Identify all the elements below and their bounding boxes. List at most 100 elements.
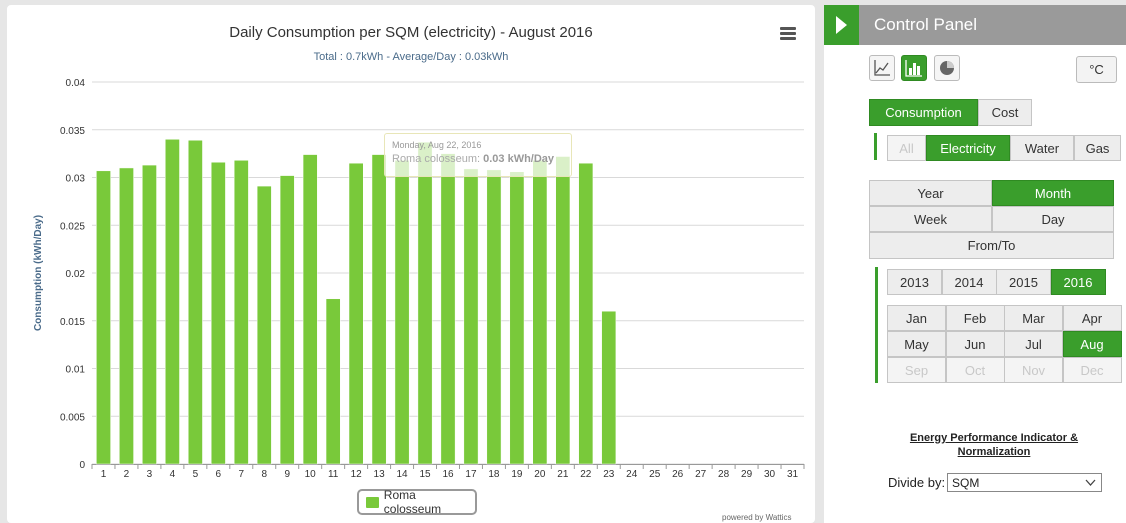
y-tick-label: 0 bbox=[79, 460, 85, 471]
play-arrow-icon bbox=[836, 16, 847, 34]
period-day-button[interactable]: Day bbox=[992, 206, 1114, 232]
bar-day-15[interactable] bbox=[417, 141, 433, 465]
bar-day-4[interactable] bbox=[165, 139, 180, 465]
x-tick-label: 7 bbox=[239, 469, 245, 480]
tab-cost[interactable]: Cost bbox=[978, 99, 1032, 126]
y-tick-label: 0.005 bbox=[60, 412, 85, 423]
year-2016-button[interactable]: 2016 bbox=[1050, 269, 1106, 295]
year-2015-button[interactable]: 2015 bbox=[996, 269, 1051, 295]
temperature-unit-button[interactable]: °C bbox=[1076, 56, 1117, 83]
x-tick-label: 24 bbox=[626, 469, 638, 480]
month-mar-button[interactable]: Mar bbox=[1004, 305, 1063, 331]
bar-day-12[interactable] bbox=[348, 162, 364, 465]
year-2013-button[interactable]: 2013 bbox=[887, 269, 942, 295]
chart-tooltip: Monday, Aug 22, 2016 Roma colosseum: 0.0… bbox=[384, 133, 572, 177]
tab-consumption[interactable]: Consumption bbox=[869, 99, 978, 126]
bar-day-1[interactable] bbox=[96, 170, 111, 465]
x-tick-label: 10 bbox=[305, 469, 317, 480]
powered-by-credit: powered by Wattics bbox=[722, 513, 792, 522]
y-tick-label: 0.01 bbox=[66, 365, 86, 376]
epi-normalization-link[interactable]: Energy Performance Indicator & Normaliza… bbox=[909, 432, 1079, 458]
x-tick-label: 17 bbox=[465, 469, 477, 480]
bar-day-3[interactable] bbox=[142, 164, 157, 465]
energy-group-marker bbox=[874, 133, 877, 160]
period-week-button[interactable]: Week bbox=[869, 206, 992, 232]
x-tick-label: 8 bbox=[261, 469, 267, 480]
y-tick-label: 0.025 bbox=[60, 221, 85, 232]
x-tick-label: 31 bbox=[787, 469, 799, 480]
month-apr-button[interactable]: Apr bbox=[1062, 305, 1122, 331]
bar-day-5[interactable] bbox=[187, 140, 203, 465]
period-month-button[interactable]: Month bbox=[992, 180, 1114, 206]
bar-day-23[interactable] bbox=[601, 310, 617, 465]
bar-day-16[interactable] bbox=[440, 153, 456, 465]
bar-day-22[interactable] bbox=[578, 162, 594, 465]
x-tick-label: 16 bbox=[442, 469, 454, 480]
month-aug-button[interactable]: Aug bbox=[1062, 331, 1122, 357]
bar-day-7[interactable] bbox=[233, 160, 249, 465]
bar-day-10[interactable] bbox=[302, 154, 318, 465]
x-tick-label: 3 bbox=[147, 469, 153, 480]
chart-card: Daily Consumption per SQM (electricity) … bbox=[7, 5, 815, 523]
chart-title: Daily Consumption per SQM (electricity) … bbox=[229, 24, 592, 41]
month-feb-button[interactable]: Feb bbox=[945, 305, 1005, 331]
pie-chart-button[interactable] bbox=[934, 55, 960, 81]
month-dec-button[interactable]: Dec bbox=[1062, 357, 1122, 383]
hamburger-icon[interactable] bbox=[780, 27, 796, 41]
month-oct-button[interactable]: Oct bbox=[945, 357, 1005, 383]
tooltip-date: Monday, Aug 22, 2016 bbox=[392, 140, 482, 150]
bar-day-2[interactable] bbox=[119, 167, 134, 465]
energy-electricity-button[interactable]: Electricity bbox=[926, 135, 1010, 161]
bar-day-14[interactable] bbox=[394, 160, 410, 465]
legend-swatch bbox=[366, 496, 379, 508]
x-tick-label: 12 bbox=[351, 469, 363, 480]
month-nov-button[interactable]: Nov bbox=[1004, 357, 1063, 383]
energy-gas-button[interactable]: Gas bbox=[1074, 135, 1121, 161]
panel-title: Control Panel bbox=[874, 15, 978, 34]
x-tick-label: 9 bbox=[284, 469, 290, 480]
bar-day-21[interactable] bbox=[555, 156, 571, 465]
x-tick-label: 23 bbox=[603, 469, 615, 480]
period-fromto-button[interactable]: From/To bbox=[869, 232, 1114, 259]
divide-by-select[interactable]: SQM bbox=[947, 473, 1102, 492]
bar-day-19[interactable] bbox=[509, 171, 525, 465]
bar-day-20[interactable] bbox=[532, 160, 548, 465]
x-tick-label: 18 bbox=[488, 469, 500, 480]
bar-day-13[interactable] bbox=[371, 154, 387, 465]
bar-day-17[interactable] bbox=[463, 168, 479, 465]
bar-day-11[interactable] bbox=[325, 298, 341, 465]
panel-header: Control Panel bbox=[824, 5, 1126, 45]
bar-day-18[interactable] bbox=[486, 169, 502, 465]
x-tick-label: 22 bbox=[580, 469, 592, 480]
year-2014-button[interactable]: 2014 bbox=[941, 269, 997, 295]
month-sep-button[interactable]: Sep bbox=[887, 357, 946, 383]
x-tick-label: 13 bbox=[374, 469, 386, 480]
month-jul-button[interactable]: Jul bbox=[1004, 331, 1063, 357]
x-tick-label: 29 bbox=[741, 469, 753, 480]
bar-day-6[interactable] bbox=[210, 161, 226, 465]
y-tick-label: 0.015 bbox=[60, 317, 85, 328]
energy-all-button[interactable]: All bbox=[887, 135, 926, 161]
x-tick-label: 21 bbox=[557, 469, 569, 480]
x-tick-label: 11 bbox=[328, 469, 339, 480]
bar-day-9[interactable] bbox=[279, 175, 295, 465]
month-jan-button[interactable]: Jan bbox=[887, 305, 946, 331]
x-tick-label: 28 bbox=[718, 469, 730, 480]
y-tick-label: 0.02 bbox=[66, 269, 86, 280]
legend-item-roma-colosseum[interactable]: Roma colosseum bbox=[357, 488, 477, 516]
divide-by-value: SQM bbox=[952, 475, 980, 490]
y-tick-label: 0.04 bbox=[66, 78, 86, 89]
month-may-button[interactable]: May bbox=[887, 331, 946, 357]
bar-chart-button[interactable] bbox=[901, 55, 927, 81]
control-panel: Control Panel °C Consumption Cost All El… bbox=[824, 5, 1126, 523]
period-year-button[interactable]: Year bbox=[869, 180, 992, 206]
x-tick-label: 19 bbox=[511, 469, 523, 480]
month-jun-button[interactable]: Jun bbox=[945, 331, 1005, 357]
line-chart-button[interactable] bbox=[869, 55, 895, 81]
energy-water-button[interactable]: Water bbox=[1010, 135, 1074, 161]
x-tick-label: 26 bbox=[672, 469, 684, 480]
x-tick-label: 15 bbox=[419, 469, 431, 480]
bar-day-8[interactable] bbox=[256, 185, 272, 465]
x-tick-label: 5 bbox=[193, 469, 199, 480]
panel-toggle-button[interactable] bbox=[824, 5, 859, 45]
